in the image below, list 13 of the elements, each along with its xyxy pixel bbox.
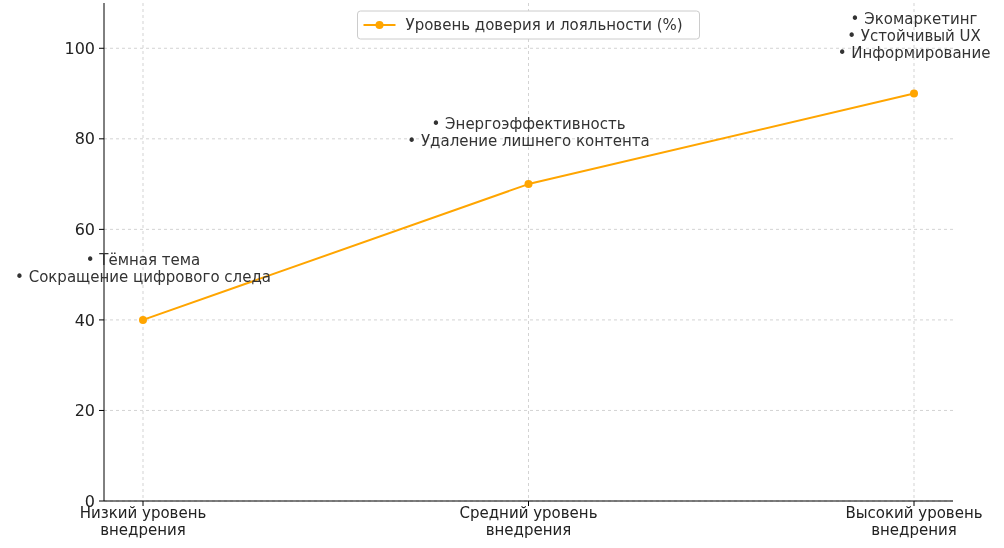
point <box>139 315 147 324</box>
y-tick-label: 60 <box>74 219 95 239</box>
annotation: • Экомаркетинг • Устойчивый UX • Информирование <box>837 9 991 62</box>
point <box>910 89 918 98</box>
x-tick-label: Средний уровень внедрения <box>459 504 598 539</box>
y-tick-label: 100 <box>64 38 95 58</box>
legend-label: Уровень доверия и лояльности (%) <box>405 16 683 35</box>
x-tick-label: Высокий уровень внедрения <box>845 504 983 539</box>
y-tick-label: 80 <box>74 129 95 149</box>
annotation: • Энергоэффективность • Удаление лишнего контента <box>407 114 650 150</box>
point <box>524 180 533 189</box>
y-tick-label: 40 <box>74 310 95 330</box>
y-tick-label: 20 <box>74 401 95 421</box>
